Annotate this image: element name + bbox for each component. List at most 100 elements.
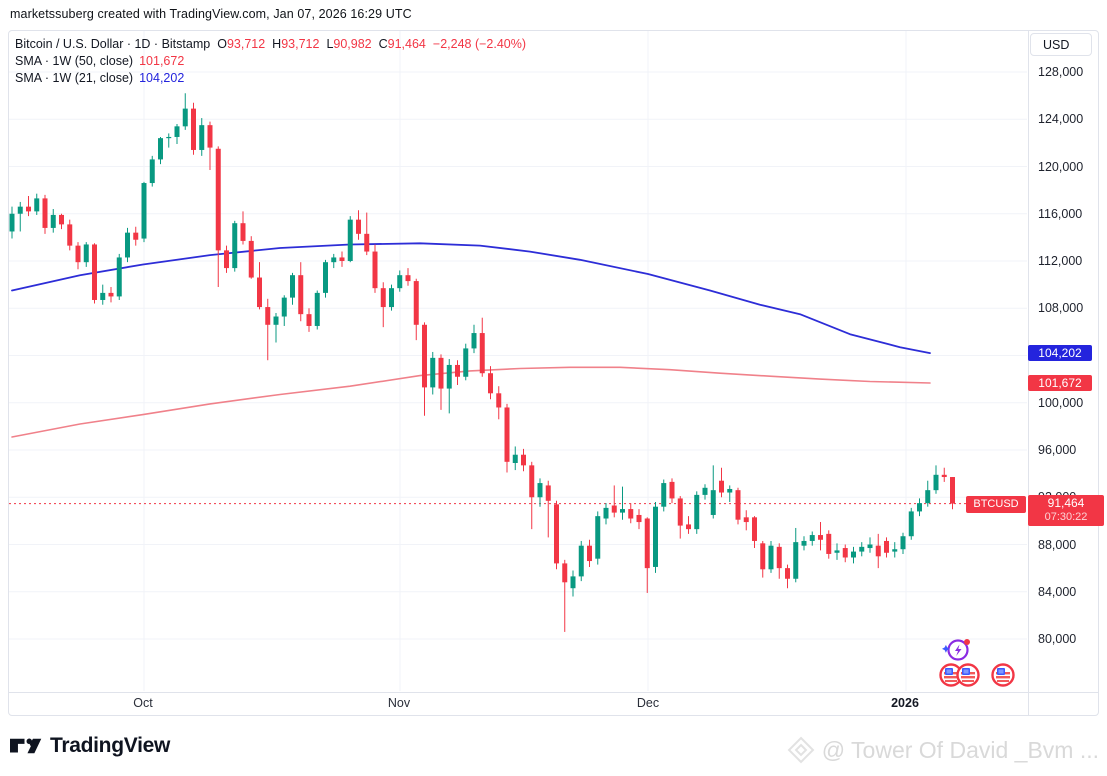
currency-button[interactable]: USD (1030, 33, 1092, 56)
candle-body (504, 407, 510, 462)
candle-body (405, 275, 411, 282)
candle-body (851, 551, 856, 558)
candle-body (694, 494, 700, 530)
candle-body (908, 511, 914, 537)
candle-body (669, 481, 675, 499)
price-tick-label: 108,000 (1038, 301, 1084, 316)
price-tick-label: 124,000 (1038, 112, 1084, 127)
candle-body (834, 550, 840, 553)
sma-50w-line[interactable] (11, 366, 931, 438)
candle-body (422, 324, 427, 388)
candle-body (281, 297, 287, 317)
candle-body (768, 545, 774, 570)
tradingview-logo[interactable]: TradingView (10, 733, 170, 759)
candle-body (479, 333, 485, 374)
candle-body (314, 292, 320, 326)
ohlc-label: C (378, 37, 388, 51)
candle-body (620, 509, 625, 513)
indicator-legend-row[interactable]: SMA · 1W (21, close) 104,202 (15, 70, 526, 87)
candle-body (900, 536, 906, 550)
price-tick-label: 128,000 (1038, 65, 1084, 79)
candle-body (50, 214, 56, 228)
time-tick-label: Oct (133, 696, 153, 710)
candle-body (801, 540, 807, 546)
candle-body (760, 543, 766, 570)
ohlc-value: 93,712 (226, 37, 266, 51)
candle-body (710, 490, 716, 515)
candle-body (17, 206, 23, 214)
candle-body (240, 223, 246, 241)
candle-body (67, 224, 73, 246)
indicator-name: SMA · 1W (21, close) (15, 71, 134, 85)
candle-body (587, 545, 592, 562)
indicator-legend-row[interactable]: SMA · 1W (50, close) 101,672 (15, 53, 526, 70)
candle-body (92, 244, 97, 300)
candle-body (59, 214, 64, 225)
ohlc-values: O93,712 H93,712 L90,982 C91,464 (210, 37, 426, 51)
ohlc-value: 91,464 (387, 37, 426, 51)
candle-body (380, 288, 386, 308)
last-price-badge: 91,464 07:30:22 (1028, 494, 1104, 526)
candle-body (141, 183, 147, 239)
candle-body (9, 213, 15, 232)
candle-body (26, 206, 31, 212)
price-tick-label: 84,000 (1038, 584, 1077, 599)
candle-body (331, 257, 337, 263)
candle-body (158, 138, 163, 160)
candle-body (215, 148, 221, 251)
candle-body (512, 454, 518, 463)
candle-body (100, 292, 106, 300)
candle-body (686, 524, 691, 530)
candle-body (818, 535, 823, 540)
candle-body (884, 540, 889, 553)
price-axis-separator (1028, 31, 1029, 716)
candle-body (735, 490, 741, 520)
symbol-legend-row[interactable]: Bitcoin / U.S. Dollar · 1D · Bitstamp O93… (15, 36, 526, 53)
chart-widget (8, 30, 1099, 716)
symbol-price-label: BTCUSD (966, 495, 1026, 513)
candle-body (372, 251, 378, 289)
candle-body (413, 281, 419, 325)
candle-body (306, 314, 312, 326)
attribution-bar: marketssuberg created with TradingView.c… (10, 7, 412, 21)
price-tick-label: 80,000 (1038, 632, 1077, 646)
candle-body (174, 126, 180, 137)
ai-flash-icon[interactable] (942, 636, 972, 664)
candle-body (133, 232, 139, 240)
candle-body (950, 477, 955, 504)
indicator-name: SMA · 1W (50, close) (15, 54, 134, 68)
candle-body (859, 546, 865, 552)
candle-body (653, 506, 658, 567)
sma-21w-line[interactable] (11, 242, 931, 354)
time-axis-separator (9, 692, 1099, 693)
us-economic-event-icon[interactable] (990, 662, 1016, 688)
candle-body (809, 535, 815, 541)
time-tick-label: Nov (387, 696, 411, 710)
candle-body (224, 250, 229, 269)
candle-body (785, 568, 790, 579)
candle-body (75, 245, 81, 263)
candle-body (166, 136, 172, 139)
price-tick-label: 112,000 (1038, 254, 1083, 268)
us-economic-event-icon[interactable] (938, 662, 986, 688)
candle-body (446, 364, 452, 389)
last-price-value: 91,464 (1047, 496, 1085, 511)
candle-body (793, 542, 799, 579)
candle-body (875, 545, 881, 557)
candle-body (455, 364, 460, 377)
candle-body (603, 507, 609, 519)
attribution-text: marketssuberg created with TradingView.c… (10, 7, 412, 21)
candle-body (867, 544, 873, 549)
candle-body (488, 373, 493, 394)
candle-body (570, 576, 576, 589)
candle-body (430, 357, 436, 388)
candle-body (719, 480, 724, 493)
candle-body (677, 498, 683, 526)
candle-body (34, 198, 40, 212)
candle-body (257, 277, 262, 308)
candle-body (125, 232, 130, 258)
candle-body (199, 125, 205, 150)
candle-body (323, 262, 328, 293)
